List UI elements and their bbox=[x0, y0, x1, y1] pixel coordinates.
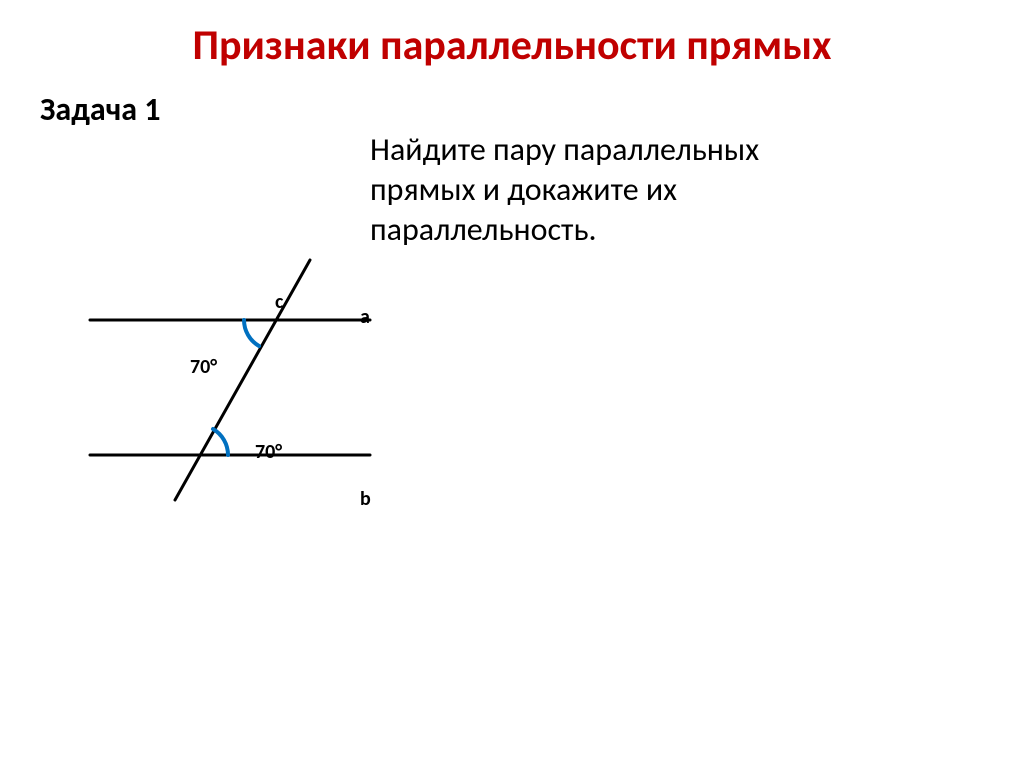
task-body: Найдите пару параллельных прямых и докаж… bbox=[370, 130, 759, 250]
label-c: c bbox=[275, 290, 283, 314]
page-title: Признаки параллельности прямых bbox=[0, 20, 1024, 71]
geometry-diagram: c a b 70° 70° bbox=[70, 265, 390, 525]
task-body-line1: Найдите пару параллельных bbox=[370, 130, 759, 170]
label-b: b bbox=[360, 487, 371, 511]
task-body-line2: прямых и докажите их bbox=[370, 170, 759, 210]
line-c bbox=[175, 260, 310, 500]
label-a: a bbox=[360, 305, 370, 329]
label-angle1: 70° bbox=[190, 355, 217, 379]
angle-arc-1 bbox=[244, 320, 259, 346]
diagram-svg bbox=[70, 265, 390, 525]
task-number: Задача 1 bbox=[40, 90, 161, 129]
slide: Признаки параллельности прямых Задача 1 … bbox=[0, 0, 1024, 767]
task-body-line3: параллельность. bbox=[370, 210, 759, 250]
label-angle2: 70° bbox=[255, 440, 282, 464]
angle-arc-2 bbox=[213, 429, 228, 455]
